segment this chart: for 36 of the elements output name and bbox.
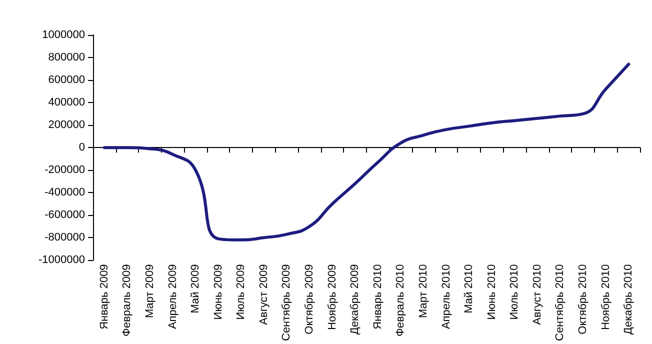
- y-tick-label: 0: [78, 142, 85, 154]
- x-tick-label: Апрель 2010: [440, 264, 452, 330]
- x-tick-label: Июль 2010: [508, 264, 521, 320]
- x-tick-label: Сентябрь 2010: [554, 264, 566, 342]
- x-tick-label: Май 2010: [463, 264, 476, 314]
- x-tick-label: Февраль 2009: [121, 264, 134, 336]
- x-tick-label: Октябрь 2010: [577, 264, 590, 334]
- x-tick-label: Январь 2009: [98, 264, 110, 330]
- y-tick-label: 800000: [48, 52, 85, 64]
- x-tick-label: Март 2010: [417, 264, 430, 318]
- x-tick-label: Июнь 2009: [212, 264, 224, 320]
- y-tick-label: -1000000: [38, 254, 85, 266]
- x-tick-label: Май 2009: [190, 264, 202, 314]
- y-tick-label: -600000: [44, 209, 85, 222]
- x-tick-label: Декабрь 2010: [622, 264, 635, 335]
- x-tick-label: Март 2009: [144, 264, 156, 318]
- x-tick-label: Ноябрь 2010: [600, 264, 612, 330]
- x-tick-label: Февраль 2010: [394, 264, 407, 336]
- x-tick-label: Сентябрь 2009: [280, 264, 293, 342]
- y-tick-label: 200000: [48, 119, 85, 132]
- x-tick-label: Август 2009: [258, 264, 270, 325]
- x-tick-label: Апрель 2009: [166, 264, 179, 330]
- y-tick-label: 600000: [48, 74, 85, 86]
- x-tick-label: Июль 2009: [235, 264, 248, 320]
- x-tick-label: Октябрь 2009: [304, 264, 316, 334]
- x-tick-label: Август 2010: [531, 264, 544, 325]
- x-tick-label: Ноябрь 2009: [326, 264, 338, 330]
- y-tick-label: -800000: [44, 232, 85, 244]
- x-tick-label: Декабрь 2009: [349, 264, 362, 335]
- y-tick-label: -200000: [44, 164, 85, 176]
- x-tick-label: Январь 2010: [372, 264, 384, 330]
- y-tick-label: -400000: [44, 186, 85, 199]
- y-tick-label: 400000: [48, 96, 85, 109]
- y-tick-label: 1000000: [42, 29, 85, 41]
- x-tick-label: Июнь 2010: [486, 264, 498, 320]
- line-series: [102, 62, 630, 242]
